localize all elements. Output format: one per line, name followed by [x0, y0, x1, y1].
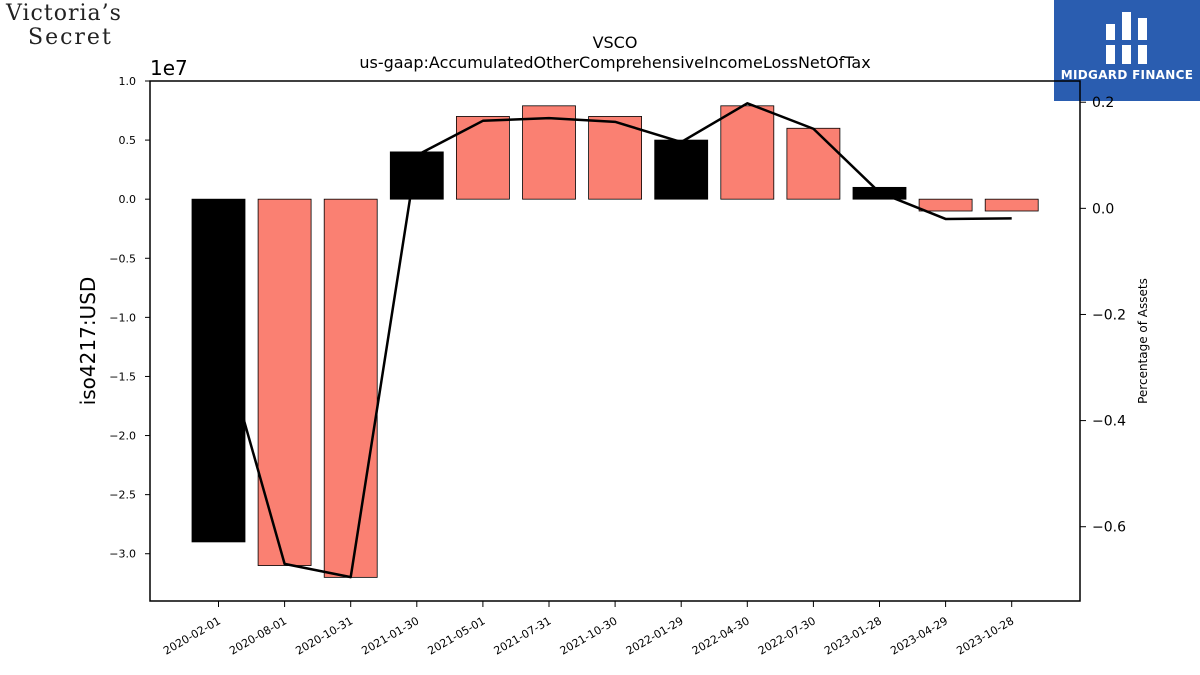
y2-tick-label: −0.6	[1092, 520, 1126, 536]
midgard-brand-text: MIDGARD FINANCE	[1060, 68, 1194, 82]
bar	[191, 198, 246, 543]
bar-series	[191, 105, 1039, 578]
y-tick-label: −1.5	[109, 370, 136, 383]
x-tick-label: 2022-04-30	[690, 614, 752, 657]
bar	[720, 105, 775, 200]
y-tick-label: 0.0	[119, 193, 137, 206]
bar	[257, 198, 312, 566]
y-axis-offset-label: 1e7	[150, 56, 188, 80]
logo-line-1: Victoria’s	[6, 1, 122, 26]
x-tick-label: 2021-05-01	[426, 614, 488, 657]
bar	[984, 198, 1039, 212]
y2-tick-label: −0.2	[1092, 307, 1126, 323]
y2-tick-label: 0.2	[1092, 95, 1114, 111]
bar	[455, 116, 510, 200]
bar	[654, 139, 709, 200]
bar	[522, 105, 576, 200]
y-tick-label: −1.0	[109, 311, 136, 324]
percentage-line	[217, 102, 1012, 579]
bar	[323, 198, 378, 578]
logo-line-2: Secret	[28, 25, 113, 50]
x-tick-label: 2021-01-30	[359, 614, 421, 657]
y-tick-label: −2.5	[109, 489, 136, 502]
x-tick-label: 2021-07-31	[492, 614, 554, 657]
y-tick-label: −0.5	[109, 252, 136, 265]
y-tick-label: 0.5	[119, 134, 137, 147]
percentage-line-series	[217, 102, 1012, 579]
y-tick-label: −3.0	[109, 548, 136, 561]
y2-axis-label: Percentage of Assets	[1136, 278, 1150, 404]
x-tick-label: 2020-08-01	[227, 614, 289, 657]
x-tick-label: 2022-07-30	[756, 614, 818, 657]
chart-title: VSCO	[593, 33, 638, 52]
midgard-mark-icon	[1106, 12, 1147, 64]
midgard-finance-logo: MIDGARD FINANCE	[1054, 0, 1200, 101]
x-tick-label: 2023-01-28	[822, 614, 884, 657]
x-tick-label: 2020-10-31	[293, 614, 355, 657]
y2-tick-label: 0.0	[1092, 201, 1114, 217]
y-tick-label: 1.0	[119, 75, 137, 88]
chart-subtitle: us-gaap:AccumulatedOtherComprehensiveInc…	[359, 53, 870, 72]
victorias-secret-logo: Victoria’s Secret	[6, 2, 156, 50]
x-tick-label: 2021-10-30	[558, 614, 620, 657]
bar	[918, 198, 973, 212]
x-tick-label: 2022-01-29	[624, 614, 686, 657]
y2-tick-label: −0.4	[1092, 414, 1126, 430]
bar	[588, 116, 642, 200]
bar	[786, 127, 841, 200]
x-tick-label: 2023-04-29	[888, 614, 950, 657]
y-axis-label: iso4217:USD	[76, 277, 100, 406]
x-tick-label: 2023-10-28	[954, 614, 1016, 657]
y-tick-label: −2.0	[109, 430, 136, 443]
x-tick-label: 2020-02-01	[161, 614, 223, 657]
